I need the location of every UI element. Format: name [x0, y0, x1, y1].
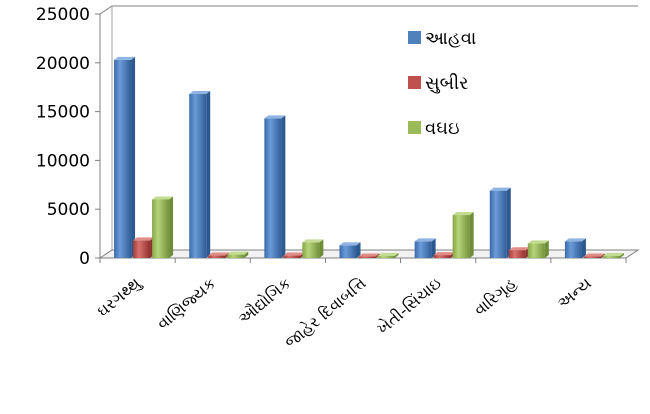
bar: [508, 247, 530, 258]
bar: [583, 253, 605, 258]
bar: [433, 252, 455, 258]
plot-frame: [98, 5, 640, 259]
y-tick-label: 25000: [36, 5, 90, 25]
legend-item: આહવા: [408, 28, 476, 49]
bar: [302, 239, 324, 258]
y-tick-label: 10000: [36, 151, 90, 171]
legend-item: સુબીર: [408, 73, 469, 94]
y-tick-label: 0: [79, 249, 90, 269]
bars: [99, 56, 627, 263]
legend-swatch: [408, 76, 421, 89]
bar: [414, 238, 436, 258]
x-tick-label: જાહેર દિવાબત્તિ: [281, 273, 370, 352]
bar: [358, 253, 380, 258]
bar: [227, 251, 249, 258]
legend: આહવા સુબીર વઘઇ: [408, 28, 476, 139]
bar: [208, 252, 230, 258]
legend-swatch: [408, 121, 421, 134]
bar: [152, 196, 174, 258]
legend-label: સુબીર: [425, 73, 469, 94]
bar: [114, 56, 136, 258]
x-tick-label: ઔદ્યોગિક: [234, 274, 294, 329]
x-tick-label: ખેતી-સિંચાઇ: [373, 273, 445, 338]
x-tick-label: વાણિજ્યક: [153, 274, 219, 334]
x-tick-label: અન્ય: [554, 274, 595, 313]
y-tick-label: 15000: [36, 103, 90, 123]
bar: [527, 240, 549, 258]
x-axis: ઘરગથ્થુ વાણિજ્યક ઔદ્યોગિકજાહેર દિવાબત્તિ ખે…: [93, 273, 595, 352]
y-tick-label: 5000: [47, 200, 90, 220]
bar: [377, 253, 399, 258]
bar: [564, 238, 586, 258]
bar: [489, 187, 511, 258]
y-axis: 0 5000 10000 15000 20000 25000: [36, 5, 100, 269]
bar: [133, 237, 155, 258]
bar: [264, 115, 286, 258]
x-tick-label: ઘરગથ્થુ: [93, 273, 145, 321]
legend-swatch: [408, 31, 421, 44]
y-tick-label: 20000: [36, 54, 90, 74]
legend-label: આહવા: [425, 28, 476, 49]
bar: [283, 252, 305, 258]
bar: [339, 242, 361, 258]
legend-label: વઘઇ: [425, 118, 460, 139]
bar: [189, 91, 211, 258]
legend-item: વઘઇ: [408, 118, 460, 139]
bar: [602, 253, 624, 258]
bar: [452, 212, 474, 258]
x-tick-label: વારિગૃહ: [470, 273, 520, 319]
